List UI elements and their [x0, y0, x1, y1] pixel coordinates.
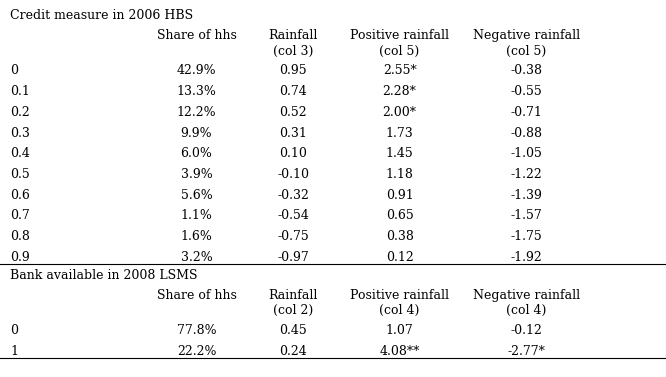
- Text: Share of hhs: Share of hhs: [157, 288, 236, 302]
- Text: 22.2%: 22.2%: [176, 345, 216, 357]
- Text: Rainfall: Rainfall: [268, 288, 318, 302]
- Text: Credit measure in 2006 HBS: Credit measure in 2006 HBS: [10, 9, 193, 22]
- Text: -1.92: -1.92: [510, 251, 542, 264]
- Text: -0.71: -0.71: [510, 106, 542, 119]
- Text: -1.22: -1.22: [510, 168, 542, 181]
- Text: (col 5): (col 5): [380, 45, 420, 58]
- Text: 0.8: 0.8: [10, 230, 30, 243]
- Text: 1.1%: 1.1%: [180, 210, 212, 222]
- Text: 0: 0: [10, 64, 18, 77]
- Text: (col 4): (col 4): [380, 304, 420, 317]
- Text: 0.5: 0.5: [10, 168, 30, 181]
- Text: -0.32: -0.32: [277, 189, 309, 202]
- Text: Rainfall: Rainfall: [268, 29, 318, 42]
- Text: 13.3%: 13.3%: [176, 85, 216, 98]
- Text: -0.88: -0.88: [510, 127, 542, 139]
- Text: -0.12: -0.12: [510, 324, 542, 337]
- Text: 42.9%: 42.9%: [176, 64, 216, 77]
- Text: 2.55*: 2.55*: [383, 64, 416, 77]
- Text: 3.9%: 3.9%: [180, 168, 212, 181]
- Text: 0.3: 0.3: [10, 127, 30, 139]
- Text: 12.2%: 12.2%: [176, 106, 216, 119]
- Text: 3.2%: 3.2%: [180, 251, 212, 264]
- Text: 6.0%: 6.0%: [180, 147, 212, 160]
- Text: 0.7: 0.7: [10, 210, 30, 222]
- Text: 0.38: 0.38: [386, 230, 414, 243]
- Text: -0.38: -0.38: [510, 64, 542, 77]
- Text: (col 2): (col 2): [273, 304, 313, 317]
- Text: 1.6%: 1.6%: [180, 230, 212, 243]
- Text: Negative rainfall: Negative rainfall: [473, 29, 579, 42]
- Text: 2.28*: 2.28*: [383, 85, 416, 98]
- Text: -1.75: -1.75: [510, 230, 542, 243]
- Text: -1.05: -1.05: [510, 147, 542, 160]
- Text: 0.4: 0.4: [10, 147, 30, 160]
- Text: 0.31: 0.31: [279, 127, 307, 139]
- Text: 77.8%: 77.8%: [176, 324, 216, 337]
- Text: 0.45: 0.45: [279, 324, 307, 337]
- Text: -0.97: -0.97: [277, 251, 309, 264]
- Text: Positive rainfall: Positive rainfall: [350, 29, 449, 42]
- Text: -2.77*: -2.77*: [507, 345, 545, 357]
- Text: (col 4): (col 4): [506, 304, 546, 317]
- Text: Bank available in 2008 LSMS: Bank available in 2008 LSMS: [10, 269, 198, 282]
- Text: 0.74: 0.74: [279, 85, 307, 98]
- Text: 2.00*: 2.00*: [382, 106, 417, 119]
- Text: -0.10: -0.10: [277, 168, 309, 181]
- Text: 1.18: 1.18: [386, 168, 414, 181]
- Text: 0: 0: [10, 324, 18, 337]
- Text: Share of hhs: Share of hhs: [157, 29, 236, 42]
- Text: -1.57: -1.57: [510, 210, 542, 222]
- Text: 0.65: 0.65: [386, 210, 414, 222]
- Text: (col 3): (col 3): [273, 45, 313, 58]
- Text: (col 5): (col 5): [506, 45, 546, 58]
- Text: -1.39: -1.39: [510, 189, 542, 202]
- Text: 9.9%: 9.9%: [180, 127, 212, 139]
- Text: -0.55: -0.55: [510, 85, 542, 98]
- Text: Negative rainfall: Negative rainfall: [473, 288, 579, 302]
- Text: 0.6: 0.6: [10, 189, 30, 202]
- Text: 0.2: 0.2: [10, 106, 30, 119]
- Text: 1.07: 1.07: [386, 324, 414, 337]
- Text: 0.95: 0.95: [279, 64, 307, 77]
- Text: Positive rainfall: Positive rainfall: [350, 288, 449, 302]
- Text: 1.45: 1.45: [386, 147, 414, 160]
- Text: 0.1: 0.1: [10, 85, 30, 98]
- Text: 1.73: 1.73: [386, 127, 414, 139]
- Text: 0.91: 0.91: [386, 189, 414, 202]
- Text: -0.75: -0.75: [277, 230, 309, 243]
- Text: 0.12: 0.12: [386, 251, 414, 264]
- Text: 0.10: 0.10: [279, 147, 307, 160]
- Text: 4.08**: 4.08**: [380, 345, 420, 357]
- Text: 0.52: 0.52: [279, 106, 307, 119]
- Text: -0.54: -0.54: [277, 210, 309, 222]
- Text: 0.9: 0.9: [10, 251, 30, 264]
- Text: 0.24: 0.24: [279, 345, 307, 357]
- Text: 5.6%: 5.6%: [180, 189, 212, 202]
- Text: 1: 1: [10, 345, 18, 357]
